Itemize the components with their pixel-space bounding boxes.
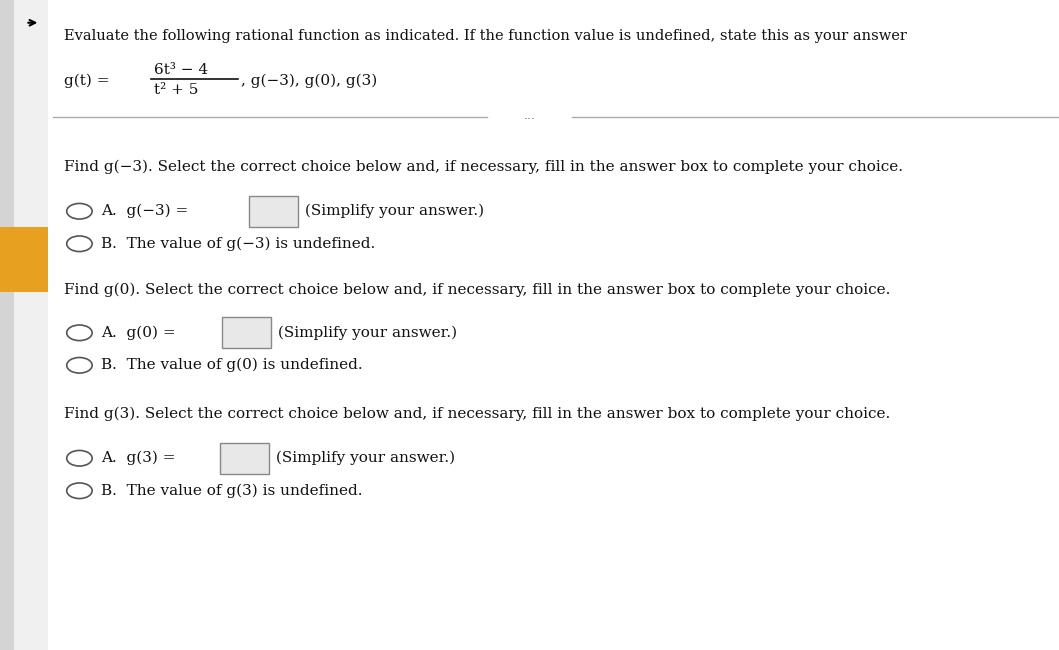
Text: ...: ... — [523, 109, 536, 122]
Text: A.  g(−3) =: A. g(−3) = — [101, 204, 187, 218]
Text: A.  g(0) =: A. g(0) = — [101, 326, 175, 340]
Text: B.  The value of g(3) is undefined.: B. The value of g(3) is undefined. — [101, 484, 362, 498]
Text: B.  The value of g(0) is undefined.: B. The value of g(0) is undefined. — [101, 358, 362, 372]
FancyBboxPatch shape — [48, 0, 1059, 650]
Text: B.  The value of g(−3) is undefined.: B. The value of g(−3) is undefined. — [101, 237, 375, 251]
FancyBboxPatch shape — [222, 317, 271, 348]
Circle shape — [67, 483, 92, 499]
Text: t² + 5: t² + 5 — [154, 83, 198, 97]
Text: (Simplify your answer.): (Simplify your answer.) — [273, 326, 457, 340]
Text: (Simplify your answer.): (Simplify your answer.) — [300, 204, 484, 218]
Bar — [0, 0, 14, 650]
Circle shape — [67, 236, 92, 252]
Bar — [0, 227, 48, 292]
Text: Evaluate the following rational function as indicated. If the function value is : Evaluate the following rational function… — [64, 29, 907, 44]
Text: (Simplify your answer.): (Simplify your answer.) — [271, 451, 455, 465]
Text: 6t³ − 4: 6t³ − 4 — [154, 62, 208, 77]
Text: , g(−3), g(0), g(3): , g(−3), g(0), g(3) — [241, 74, 378, 88]
Circle shape — [67, 450, 92, 466]
Circle shape — [67, 325, 92, 341]
Text: Find g(3). Select the correct choice below and, if necessary, fill in the answer: Find g(3). Select the correct choice bel… — [64, 406, 890, 421]
Text: g(t) =: g(t) = — [64, 74, 109, 88]
FancyBboxPatch shape — [249, 196, 298, 227]
Circle shape — [67, 358, 92, 373]
Text: Find g(0). Select the correct choice below and, if necessary, fill in the answer: Find g(0). Select the correct choice bel… — [64, 283, 890, 297]
FancyBboxPatch shape — [220, 443, 269, 474]
Text: A.  g(3) =: A. g(3) = — [101, 451, 175, 465]
Circle shape — [67, 203, 92, 219]
Text: Find g(−3). Select the correct choice below and, if necessary, fill in the answe: Find g(−3). Select the correct choice be… — [64, 159, 902, 174]
